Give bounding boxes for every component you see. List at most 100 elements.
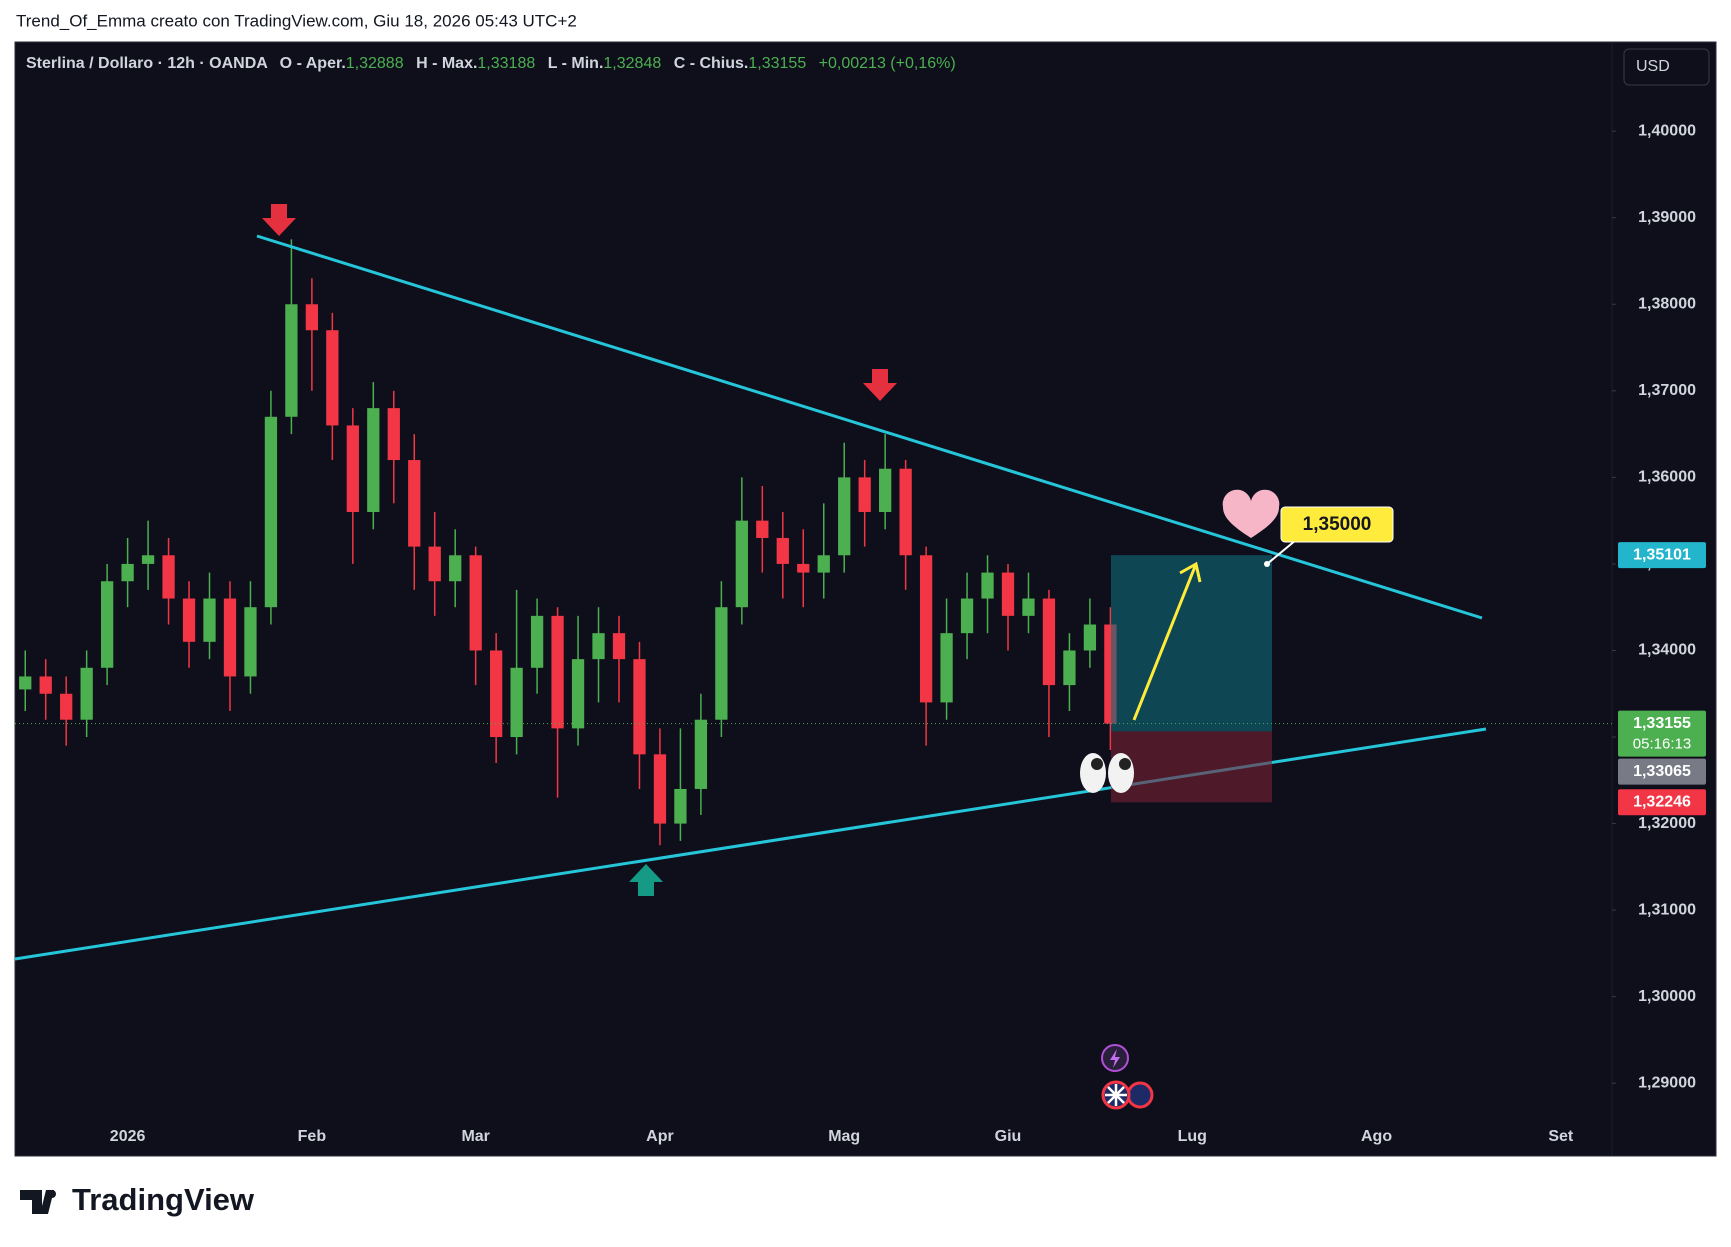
candle-body: [530, 615, 544, 668]
price-label-box: [1618, 710, 1706, 757]
down-arrow: [863, 369, 897, 401]
price-label-timer: 05:16:13: [1633, 736, 1691, 753]
low-label: L - Min.: [548, 55, 604, 72]
target-arrow: [1132, 563, 1198, 721]
candle-body: [305, 304, 319, 331]
candle-body: [551, 615, 564, 729]
y-tick-label: 1,40000: [1638, 122, 1696, 139]
candle-body: [182, 598, 196, 642]
x-tick-label: Lug: [1178, 1128, 1207, 1145]
symbol: Sterlina / Dollaro · 12h · OANDA: [26, 55, 268, 72]
eye: [1080, 753, 1106, 793]
eye: [1108, 753, 1134, 793]
candle-body: [1001, 572, 1015, 616]
candle-body: [674, 788, 687, 824]
y-tick-label: 1,30000: [1638, 988, 1696, 1005]
candle-body: [919, 555, 933, 703]
candle-body: [326, 330, 339, 426]
close-label: C - Chius.: [674, 55, 749, 72]
price-label: 1,33155: [1633, 715, 1691, 732]
open-value: 1,32888: [346, 55, 404, 72]
y-tick-label: 1,37000: [1638, 382, 1696, 399]
change-value: +0,00213 (+0,16%): [819, 55, 956, 72]
currency-label: USD: [1636, 58, 1670, 75]
candle-body: [60, 693, 73, 720]
candle-body: [940, 633, 953, 703]
y-tick-label: 1,31000: [1638, 901, 1696, 918]
profit-zone: [1111, 555, 1272, 732]
logo-dot: [48, 1190, 56, 1198]
x-tick-label: Ago: [1361, 1128, 1392, 1145]
up-arrow: [629, 864, 663, 896]
candle-body: [1083, 624, 1097, 651]
candle-body: [367, 408, 380, 512]
x-tick-label: Set: [1548, 1128, 1574, 1145]
candle-body: [817, 555, 830, 573]
candle-body: [80, 667, 93, 720]
candle-body: [469, 555, 482, 651]
candle-body: [510, 667, 523, 738]
callout-anchor: [1264, 561, 1270, 567]
candle-body: [490, 650, 503, 738]
candle-body: [387, 408, 400, 461]
candle-body: [141, 555, 155, 564]
high-label: H - Max.: [416, 55, 477, 72]
price-label: 1,35101: [1633, 546, 1691, 563]
price-label: 1,32246: [1633, 794, 1691, 811]
candle-body: [981, 572, 994, 599]
close-value: 1,33155: [748, 55, 806, 72]
candle-body: [39, 676, 52, 694]
price-label-box: [1618, 758, 1706, 785]
candle-body: [797, 563, 810, 573]
x-tick-label: Mag: [828, 1128, 860, 1145]
currency-button[interactable]: [1623, 48, 1710, 86]
y-tick-label: 1,29000: [1638, 1074, 1696, 1091]
candle-body: [100, 581, 114, 668]
y-tick-label: 1,36000: [1638, 469, 1696, 486]
candle-body: [264, 416, 278, 608]
x-tick-label: Apr: [646, 1128, 674, 1145]
candle-body: [346, 425, 359, 512]
candle-body: [858, 477, 871, 512]
price-label: 1,33065: [1633, 763, 1691, 780]
candle-body: [612, 633, 626, 660]
candle-body: [960, 598, 974, 634]
logo-mark: [20, 1190, 54, 1214]
symbol-legend: Sterlina / Dollaro · 12h · OANDA O - Ape…: [26, 55, 956, 72]
low-value: 1,32848: [603, 55, 661, 72]
candle-body: [899, 468, 912, 556]
candle-body: [19, 676, 32, 690]
open-label: O - Aper.: [280, 55, 346, 72]
event-icon-bolt: [1110, 1049, 1120, 1068]
candle-body: [285, 304, 298, 417]
candle-body: [1063, 650, 1076, 686]
event-flag[interactable]: [1126, 1081, 1154, 1109]
footer-logo: TradingView: [72, 1182, 255, 1217]
price-label-box: [1618, 542, 1706, 569]
overlay: [15, 555, 1612, 803]
candle-body: [571, 659, 585, 729]
x-tick-label: Giu: [995, 1128, 1022, 1145]
candle-body: [633, 659, 646, 755]
x-tick-label: Feb: [298, 1128, 327, 1145]
callout-pointer: [1266, 539, 1297, 565]
candle-body: [162, 555, 175, 599]
candle-body: [879, 468, 892, 512]
heart-icon: [1222, 489, 1280, 538]
pupil: [1091, 758, 1103, 770]
candle-body: [694, 719, 708, 789]
target-arrow-head: [1179, 561, 1202, 583]
flag-cross: [1105, 1084, 1127, 1106]
y-tick-label: 1,32000: [1638, 815, 1696, 832]
y-tick-label: 1,38000: [1638, 295, 1696, 312]
pupil: [1119, 758, 1131, 770]
candle-body: [735, 520, 748, 608]
candle-body: [715, 607, 728, 720]
attribution: Trend_Of_Emma creato con TradingView.com…: [16, 11, 577, 30]
callout-box: [1280, 506, 1394, 543]
candle-body: [653, 754, 667, 824]
price-label-box: [1618, 789, 1706, 816]
candle-body: [1042, 598, 1056, 686]
callout-label: 1,35000: [1303, 514, 1372, 535]
